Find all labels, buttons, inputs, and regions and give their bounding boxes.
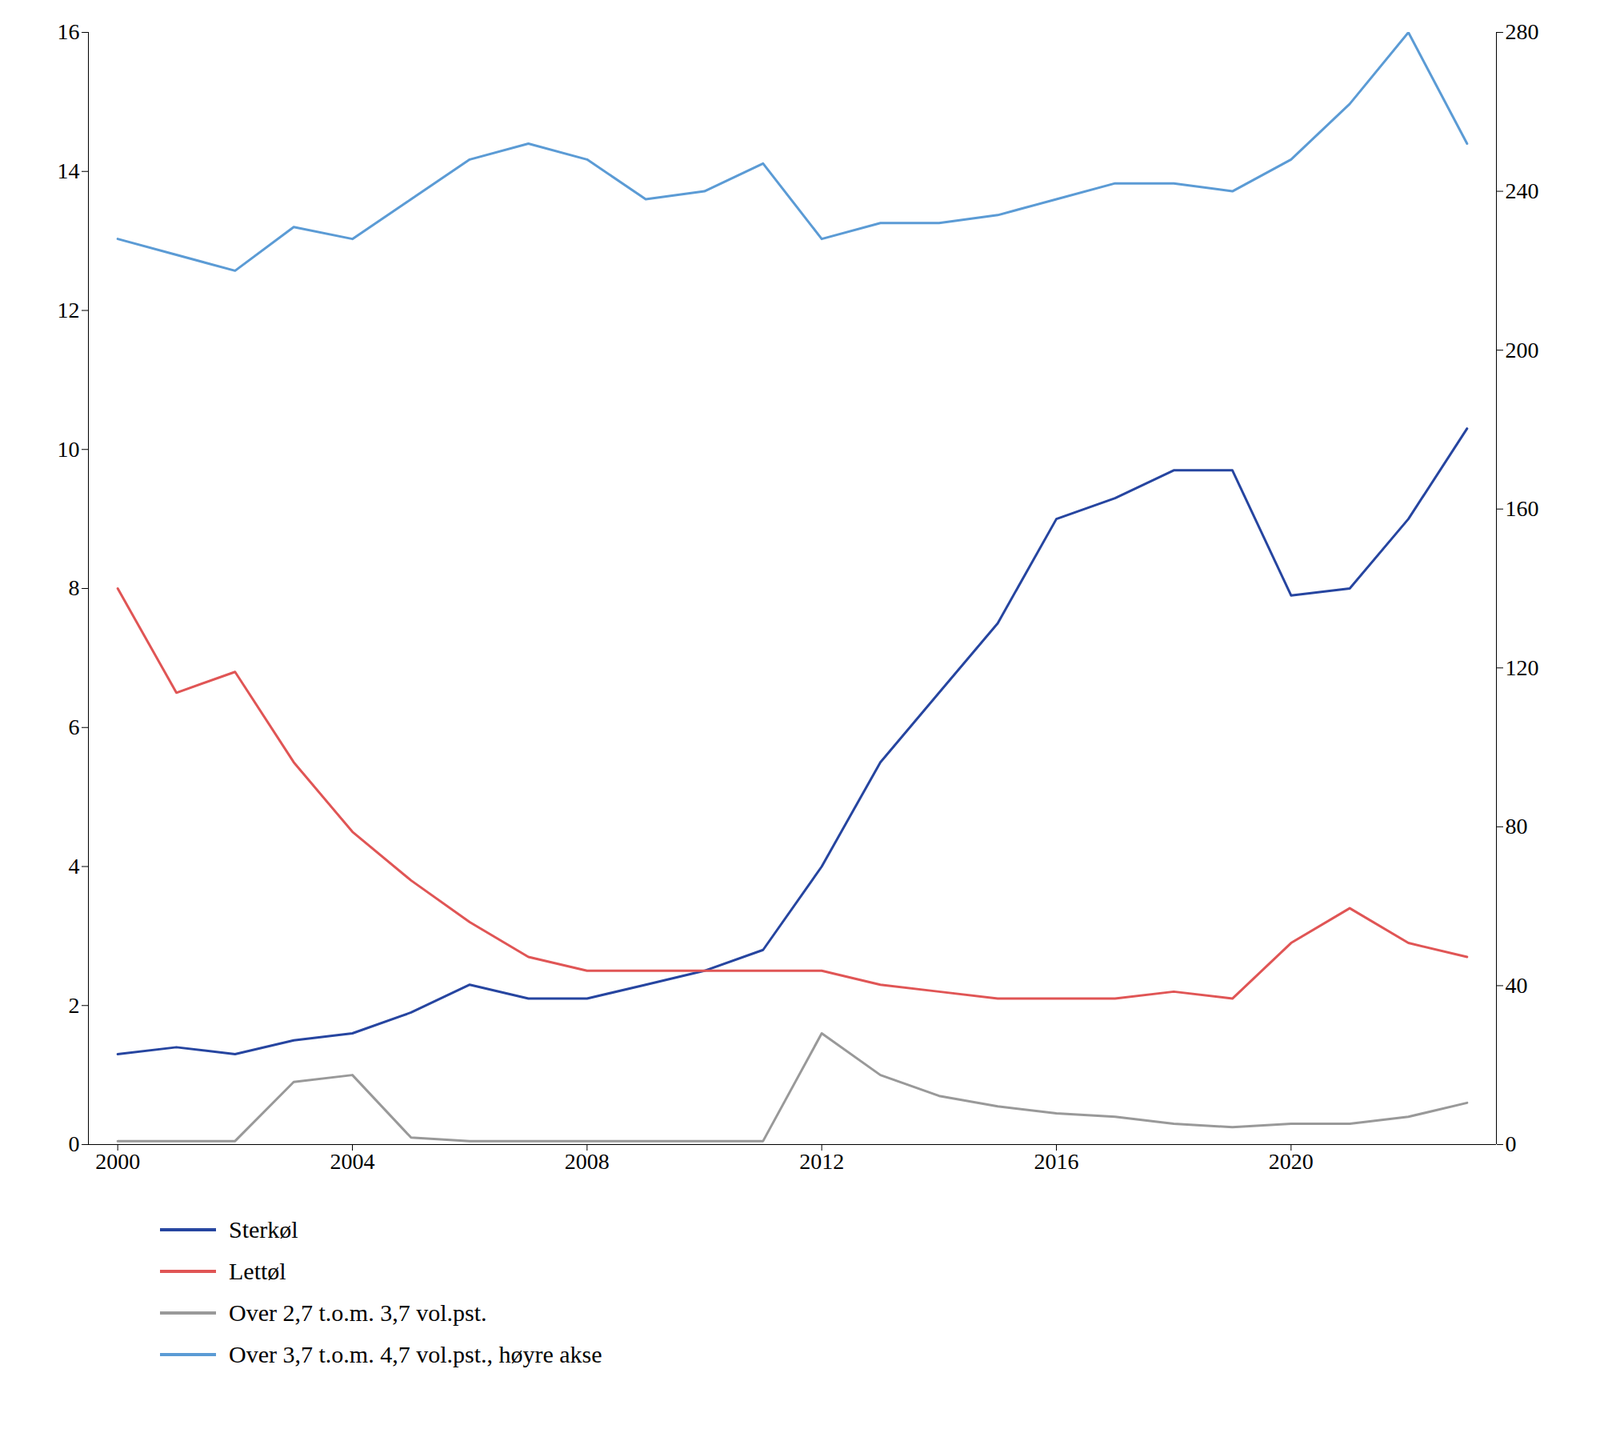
svg-text:2: 2 [68, 992, 80, 1018]
svg-text:40: 40 [1505, 972, 1528, 998]
svg-text:2020: 2020 [1268, 1148, 1314, 1174]
html-text:Over 2,7 t.o.m. 3,7 vol.pst.: Over 2,7 t.o.m. 3,7 vol.pst. [228, 1299, 487, 1326]
svg-text:4: 4 [68, 853, 80, 879]
html-text:Lettøl: Lettøl [228, 1257, 287, 1284]
svg-text:240: 240 [1505, 178, 1540, 204]
svg-text:2012: 2012 [799, 1148, 844, 1174]
svg-text:0: 0 [68, 1131, 80, 1156]
svg-text:10: 10 [57, 436, 80, 462]
svg-text:2004: 2004 [330, 1148, 376, 1174]
svg-text:2016: 2016 [1034, 1148, 1080, 1174]
svg-text:2008: 2008 [564, 1148, 610, 1174]
svg-text:8: 8 [68, 575, 80, 600]
svg-text:280: 280 [1505, 19, 1540, 44]
svg-text:120: 120 [1505, 655, 1540, 680]
svg-text:2000: 2000 [95, 1148, 140, 1174]
svg-text:6: 6 [68, 714, 80, 740]
svg-text:200: 200 [1505, 337, 1540, 363]
svg-text:0: 0 [1505, 1131, 1517, 1156]
svg-text:14: 14 [57, 158, 80, 184]
html-text:Over 3,7 t.o.m. 4,7 vol.pst.,: Over 3,7 t.o.m. 4,7 vol.pst., høyre akse [228, 1340, 603, 1368]
svg-text:16: 16 [57, 19, 80, 44]
svg-text:160: 160 [1505, 496, 1540, 521]
html-text:Sterkøl: Sterkøl [228, 1216, 299, 1243]
svg-text:12: 12 [57, 297, 80, 323]
svg-text:80: 80 [1505, 813, 1528, 839]
